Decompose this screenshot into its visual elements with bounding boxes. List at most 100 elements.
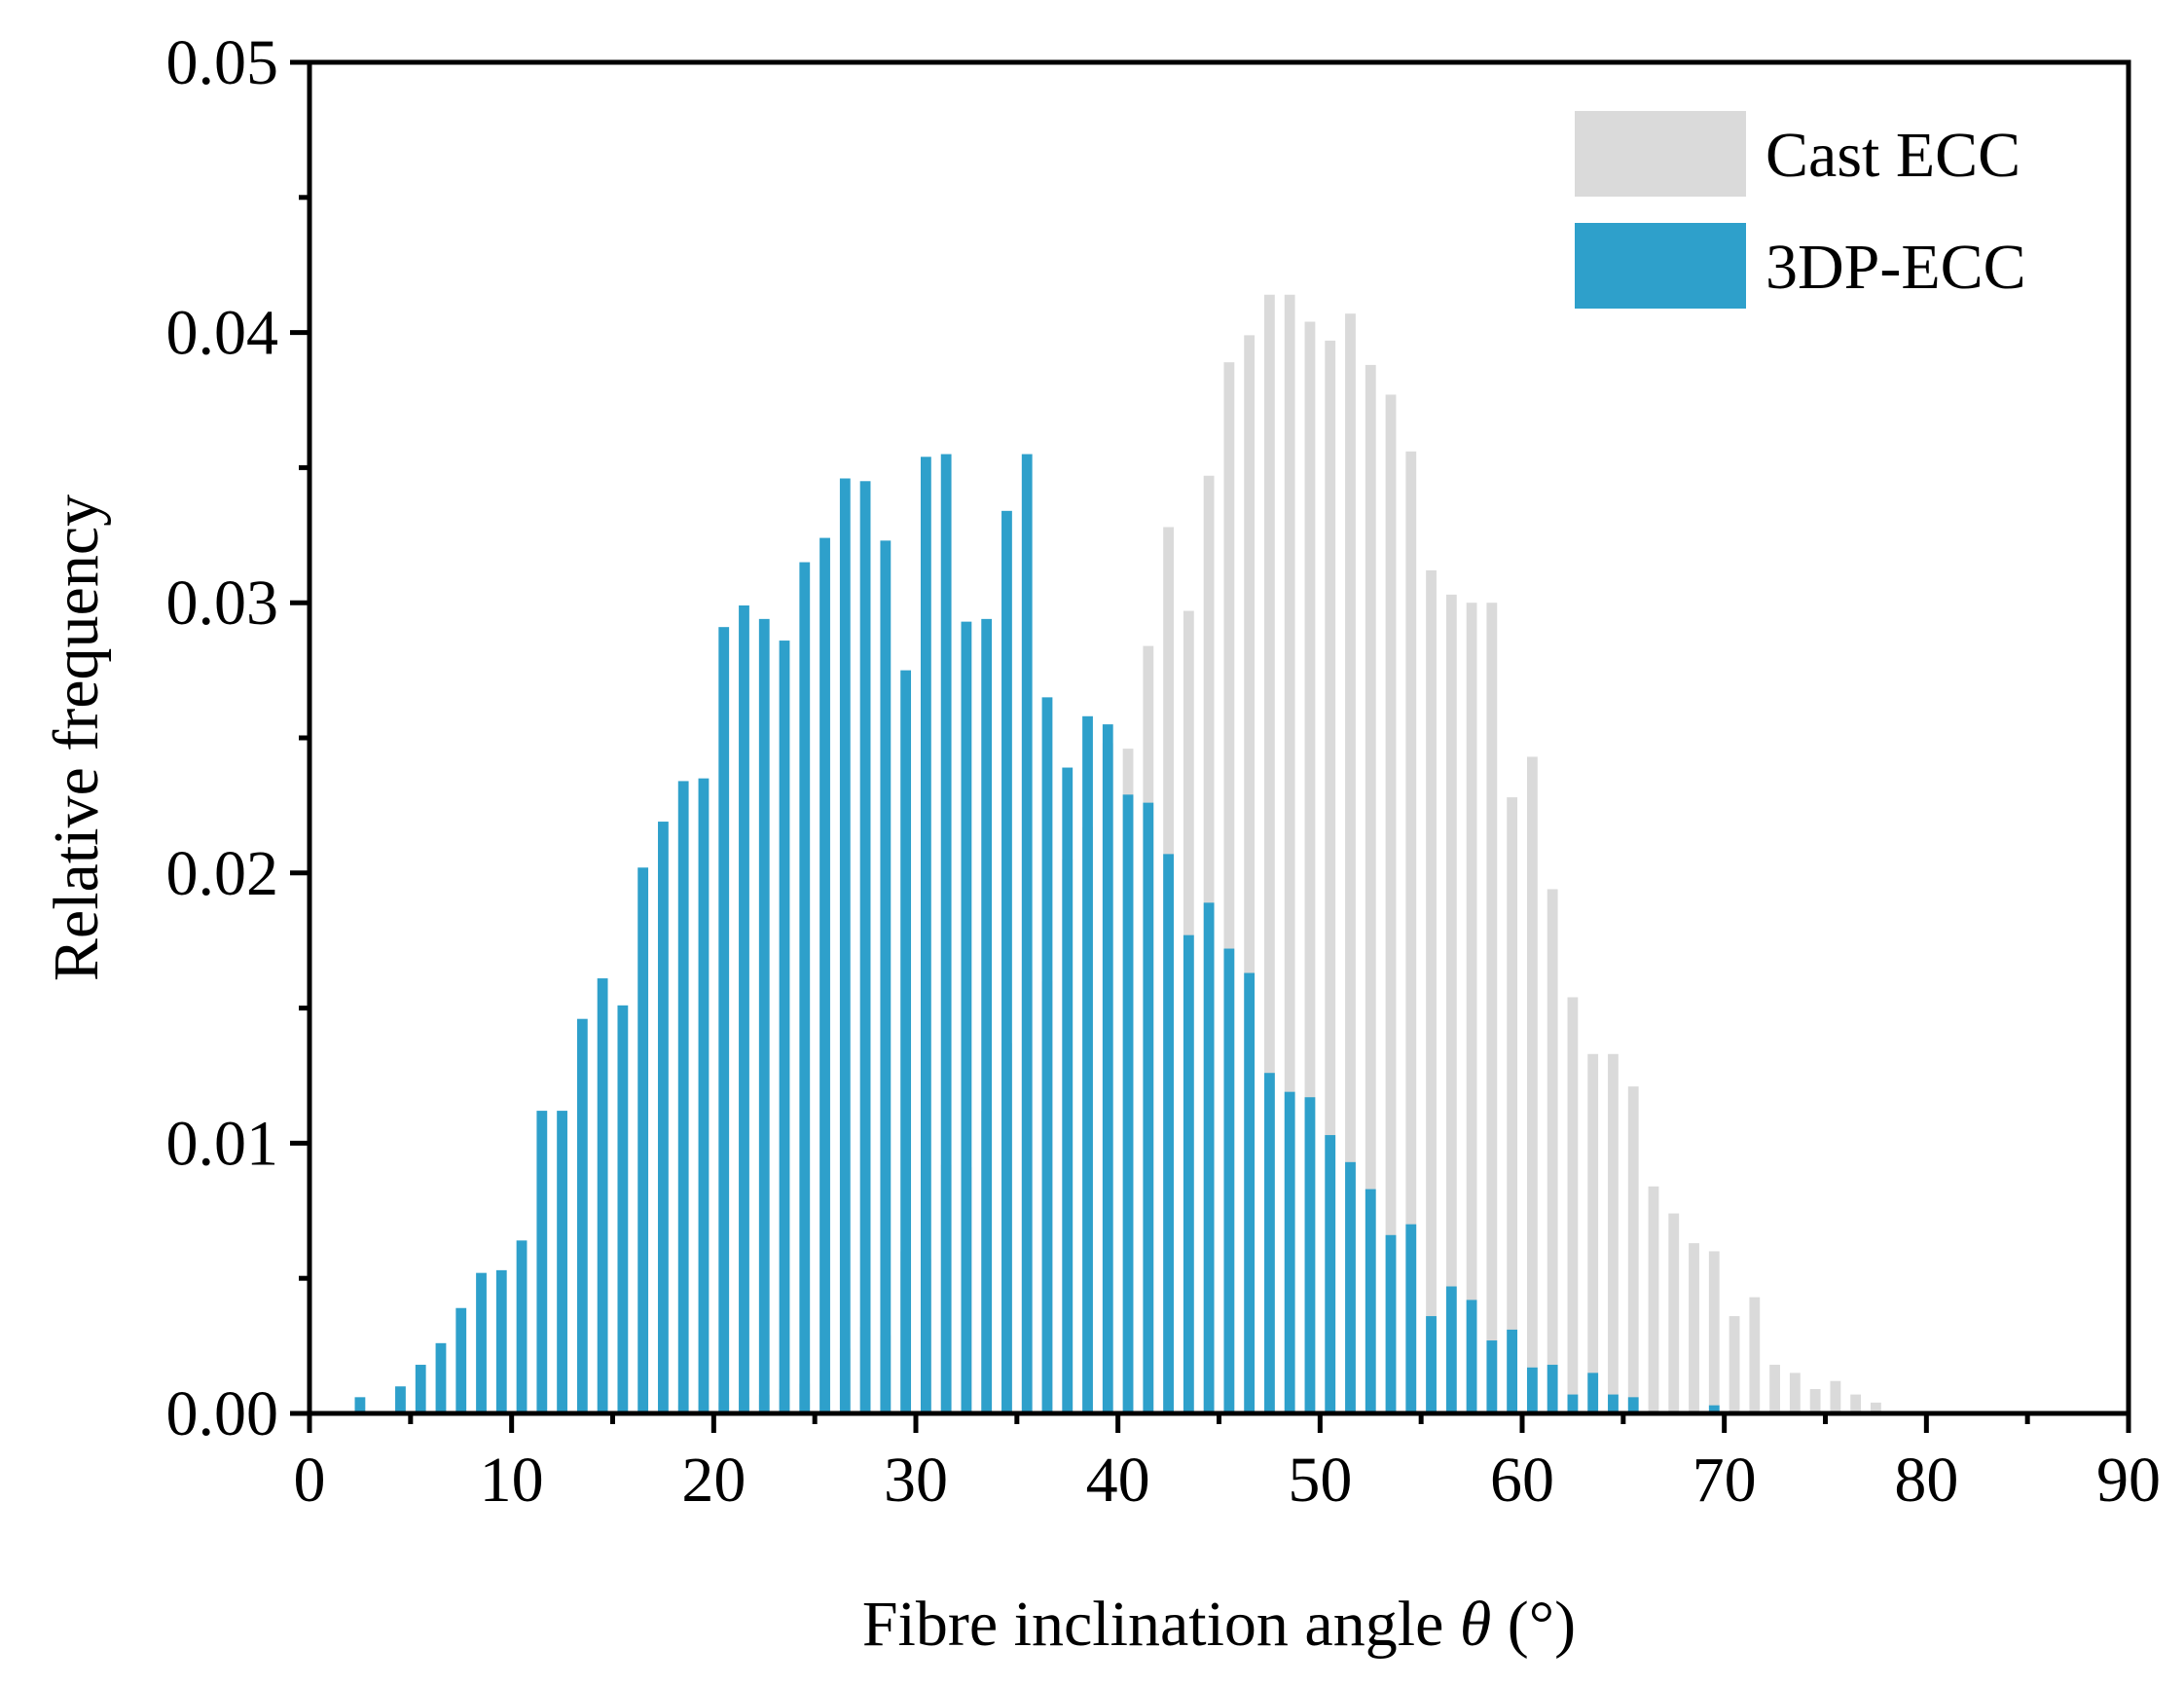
- bar-3dp-ecc: [1183, 934, 1194, 1413]
- bar-3dp-ecc: [1244, 972, 1256, 1413]
- bar-cast-ecc: [1547, 889, 1558, 1413]
- series-cast-ecc-bars: [677, 294, 1881, 1414]
- bar-3dp-ecc: [779, 641, 790, 1413]
- legend[interactable]: Cast ECC 3DP-ECC: [1575, 111, 2026, 309]
- bar-3dp-ecc: [961, 621, 972, 1413]
- bar-cast-ecc: [1244, 335, 1256, 1413]
- bar-cast-ecc: [1769, 1365, 1780, 1413]
- bar-3dp-ecc: [698, 778, 710, 1413]
- x-tick-label: 0: [294, 1445, 326, 1516]
- y-tick-label: 0.01: [166, 1108, 279, 1179]
- x-tick-label: 20: [681, 1445, 746, 1516]
- bar-cast-ecc: [1385, 394, 1397, 1414]
- bar-3dp-ecc: [1062, 767, 1074, 1413]
- bar-3dp-ecc: [1223, 948, 1235, 1413]
- y-tick-label: 0.04: [166, 298, 279, 369]
- bar-3dp-ecc: [1587, 1373, 1599, 1413]
- bar-3dp-ecc: [1365, 1189, 1376, 1413]
- bar-3dp-ecc: [576, 1018, 588, 1413]
- bar-3dp-ecc: [1627, 1397, 1639, 1413]
- bar-3dp-ecc: [940, 454, 952, 1413]
- bar-3dp-ecc: [1547, 1365, 1558, 1413]
- y-tick-label: 0.00: [166, 1378, 279, 1449]
- x-tick-label: 90: [2096, 1445, 2161, 1516]
- bar-3dp-ecc: [1304, 1097, 1316, 1413]
- bar-cast-ecc: [1668, 1213, 1680, 1413]
- x-tick-label: 70: [1693, 1445, 1757, 1516]
- bar-3dp-ecc: [1041, 697, 1053, 1413]
- bar-3dp-ecc: [395, 1386, 406, 1413]
- bar-3dp-ecc: [1567, 1394, 1579, 1413]
- bar-3dp-ecc: [859, 481, 871, 1413]
- bar-3dp-ecc: [516, 1240, 528, 1413]
- bar-cast-ecc: [1809, 1389, 1821, 1413]
- bar-3dp-ecc: [1608, 1394, 1619, 1413]
- bar-3dp-ecc: [1507, 1329, 1518, 1413]
- bar-cast-ecc: [1365, 364, 1376, 1413]
- bar-cast-ecc: [1608, 1053, 1619, 1413]
- bar-cast-ecc: [1526, 756, 1538, 1413]
- bar-3dp-ecc: [739, 604, 749, 1413]
- y-tick-label: 0.02: [166, 838, 279, 909]
- bar-cast-ecc: [1426, 569, 1437, 1413]
- bar-3dp-ecc: [1021, 454, 1033, 1413]
- bar-3dp-ecc: [435, 1342, 447, 1413]
- bar-3dp-ecc: [1325, 1135, 1336, 1413]
- bar-cast-ecc: [1627, 1086, 1639, 1413]
- y-axis-label: Relative frequency: [41, 495, 112, 981]
- bar-3dp-ecc: [1163, 854, 1174, 1413]
- x-tick-label: 40: [1086, 1445, 1150, 1516]
- x-axis: 0 10 20 30 40 50 60 70 80 90: [294, 1413, 2161, 1516]
- bar-cast-ecc: [1648, 1186, 1659, 1413]
- x-axis-label: Fibre inclination angle θ (°): [862, 1589, 1576, 1660]
- bar-3dp-ecc: [1102, 724, 1113, 1413]
- y-tick-label: 0.03: [166, 568, 279, 639]
- bar-3dp-ecc: [1143, 802, 1154, 1413]
- bar-cast-ecc: [1708, 1251, 1720, 1413]
- bar-3dp-ecc: [1405, 1224, 1417, 1413]
- bar-3dp-ecc: [718, 627, 730, 1413]
- bar-3dp-ecc: [981, 618, 993, 1413]
- bar-cast-ecc: [1689, 1243, 1699, 1413]
- bar-3dp-ecc: [1708, 1405, 1720, 1413]
- bar-cast-ecc: [1445, 594, 1457, 1413]
- bar-3dp-ecc: [455, 1307, 467, 1413]
- bar-cast-ecc: [1405, 451, 1417, 1413]
- bar-cast-ecc: [1789, 1373, 1801, 1413]
- bar-3dp-ecc: [1122, 794, 1134, 1413]
- bar-3dp-ecc: [758, 618, 770, 1413]
- bar-3dp-ecc: [658, 822, 669, 1413]
- bar-3dp-ecc: [839, 478, 851, 1413]
- bar-3dp-ecc: [495, 1269, 507, 1413]
- bar-cast-ecc: [1850, 1394, 1862, 1413]
- bar-3dp-ecc: [354, 1397, 366, 1413]
- bar-3dp-ecc: [1466, 1300, 1477, 1413]
- x-tick-label: 30: [884, 1445, 948, 1516]
- bar-3dp-ecc: [637, 867, 649, 1413]
- legend-swatch: [1575, 223, 1746, 309]
- bar-3dp-ecc: [1526, 1367, 1538, 1413]
- x-tick-label: 10: [480, 1445, 544, 1516]
- x-tick-label: 80: [1894, 1445, 1958, 1516]
- plot-area: [354, 294, 1881, 1414]
- bar-3dp-ecc: [819, 537, 830, 1413]
- bar-3dp-ecc: [677, 781, 689, 1413]
- legend-swatch: [1575, 111, 1746, 197]
- bar-3dp-ecc: [536, 1111, 548, 1413]
- bar-cast-ecc: [1871, 1402, 1881, 1413]
- bar-3dp-ecc: [1001, 510, 1012, 1413]
- legend-label: Cast ECC: [1765, 120, 2020, 191]
- y-axis: 0.00 0.01 0.02 0.03 0.04 0.05: [166, 27, 309, 1449]
- bar-3dp-ecc: [880, 540, 892, 1413]
- bar-cast-ecc: [1466, 603, 1477, 1413]
- bar-3dp-ecc: [1345, 1161, 1356, 1413]
- bar-3dp-ecc: [617, 1005, 629, 1413]
- bar-3dp-ecc: [1426, 1316, 1437, 1413]
- bar-3dp-ecc: [415, 1365, 426, 1413]
- bar-cast-ecc: [1223, 362, 1235, 1413]
- bar-3dp-ecc: [1264, 1073, 1275, 1413]
- bar-3dp-ecc: [476, 1272, 487, 1413]
- x-tick-label: 50: [1288, 1445, 1352, 1516]
- bar-3dp-ecc: [1284, 1091, 1295, 1413]
